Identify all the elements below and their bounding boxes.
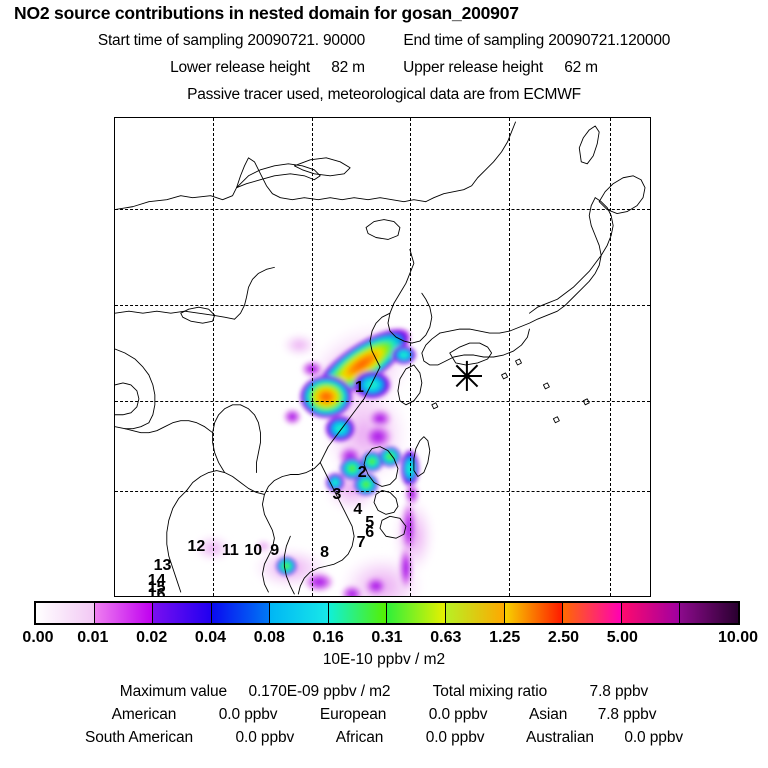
- colorbar-segment-8: [503, 603, 563, 623]
- colorbar-tick-2: 0.02: [136, 629, 168, 646]
- colorbar-segment-7: [445, 603, 504, 623]
- map-source-label-7: 7: [356, 533, 366, 551]
- region-australian-label: Australian: [525, 729, 594, 746]
- max-value-label: Maximum value: [119, 683, 228, 700]
- colorbar-tick-1: 0.01: [77, 629, 109, 646]
- colorbar-segment-6: [386, 603, 446, 623]
- region-american-value: 0.0 ppbv: [218, 706, 278, 723]
- colorbar-segment-9: [562, 603, 621, 623]
- end-time-label: End time of sampling: [403, 32, 545, 49]
- colorbar-unit-label: 10E-10 ppbv / m2: [322, 651, 446, 668]
- map-source-label-12: 12: [187, 537, 206, 555]
- region-american-label: American: [111, 706, 177, 723]
- colorbar-segment-4: [269, 603, 328, 623]
- page-title: NO2 source contributions in nested domai…: [14, 3, 519, 23]
- colorbar: 0.00 0.01 0.02 0.04 0.08 0.16 0.31 0.63 1.25 2.50…: [22, 601, 758, 646]
- map-panel[interactable]: 1 2 3 4 5 6 7 8 9 10 11 12 13 14 15 16: [114, 117, 651, 597]
- colorbar-segments: [34, 601, 740, 625]
- colorbar-tick-4: 0.08: [253, 629, 285, 646]
- map-source-label-6: 6: [365, 523, 375, 541]
- region-african-value: 0.0 ppbv: [425, 729, 485, 746]
- end-time-value: 20090721.120000: [548, 32, 671, 49]
- max-value-value: 0.170E-09 ppbv / m2: [248, 683, 391, 700]
- map-source-label-5: 5: [365, 514, 375, 532]
- region-asian-value: 7.8 ppbv: [597, 706, 657, 723]
- lower-height-label: Lower release height: [170, 59, 310, 76]
- stats-row-regions-2: South American 0.0 ppbv African 0.0 ppbv…: [0, 729, 768, 747]
- region-asian-label: Asian: [528, 706, 568, 723]
- map-source-label-16: 16: [147, 585, 166, 597]
- colorbar-segment-2: [152, 603, 211, 623]
- map-source-label-15: 15: [147, 578, 166, 596]
- colorbar-segment-3: [210, 603, 270, 623]
- coastline-overlay: [115, 121, 646, 595]
- map-source-label-1: 1: [355, 378, 364, 396]
- region-african-label: African: [335, 729, 384, 746]
- region-australian-value: 0.0 ppbv: [624, 729, 683, 746]
- map-source-label-14: 14: [147, 571, 166, 589]
- start-time-value: 20090721. 90000: [247, 32, 366, 49]
- stats-row-regions-1: American 0.0 ppbv European 0.0 ppbv Asia…: [0, 706, 768, 724]
- upper-height-label: Upper release height: [403, 59, 544, 76]
- map-source-label-11: 11: [221, 541, 239, 559]
- colorbar-tick-11: 10.00: [717, 629, 759, 646]
- region-european-value: 0.0 ppbv: [428, 706, 488, 723]
- statistics-block: Maximum value 0.170E-09 ppbv / m2 Total …: [0, 683, 768, 747]
- map-source-label-3: 3: [332, 486, 342, 504]
- tracer-note: Passive tracer used, meteorological data…: [187, 86, 581, 103]
- concentration-heatmap: [192, 319, 436, 596]
- total-mixing-ratio-value: 7.8 ppbv: [589, 683, 649, 700]
- map-source-label-4: 4: [353, 500, 363, 518]
- stats-row-max: Maximum value 0.170E-09 ppbv / m2 Total …: [0, 683, 768, 701]
- start-time-label: Start time of sampling: [97, 32, 244, 49]
- map-source-label-13: 13: [153, 556, 172, 574]
- colorbar-segment-0: [36, 603, 94, 623]
- colorbar-tick-9: 2.50: [547, 629, 580, 646]
- sampling-time-line: Start time of sampling 20090721. 90000 E…: [0, 32, 768, 50]
- map-source-label-8: 8: [320, 544, 330, 562]
- colorbar-tick-8: 1.25: [489, 629, 521, 646]
- colorbar-segment-1: [93, 603, 153, 623]
- colorbar-tick-7: 0.63: [430, 629, 462, 646]
- region-european-label: European: [319, 706, 387, 723]
- colorbar-segment-10: [620, 603, 680, 623]
- map-source-label-10: 10: [244, 541, 263, 559]
- colorbar-segment-5: [327, 603, 387, 623]
- lower-height-value: 82 m: [331, 59, 365, 76]
- colorbar-tick-5: 0.16: [312, 629, 344, 646]
- map-source-label-9: 9: [270, 541, 280, 559]
- map-inner: 1 2 3 4 5 6 7 8 9 10 11 12 13 14 15 16: [115, 118, 650, 596]
- release-height-line: Lower release height 82 m Upper release …: [0, 59, 768, 77]
- map-source-label-2: 2: [357, 464, 367, 482]
- upper-height-value: 62 m: [564, 59, 598, 76]
- region-south-american-label: South American: [85, 729, 194, 746]
- colorbar-tick-10: 5.00: [606, 629, 638, 646]
- total-mixing-ratio-label: Total mixing ratio: [432, 683, 548, 700]
- colorbar-segment-11: [679, 603, 738, 623]
- colorbar-tick-0: 0.00: [22, 629, 54, 646]
- region-south-american-value: 0.0 ppbv: [235, 729, 295, 746]
- colorbar-tick-6: 0.31: [371, 629, 403, 646]
- colorbar-tick-3: 0.04: [194, 629, 227, 646]
